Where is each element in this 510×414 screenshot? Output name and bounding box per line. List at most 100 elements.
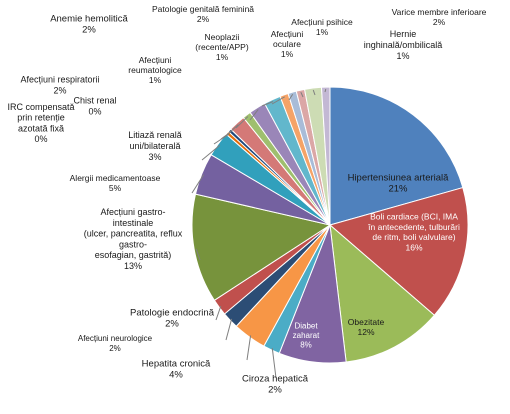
slice-label: Hipertensiunea arterială 21% xyxy=(348,172,450,194)
slice-label-line: 2% xyxy=(165,319,179,330)
slice-label: Diabet zaharat 8% xyxy=(293,321,320,349)
slice-label-line: IRC compensată xyxy=(7,102,74,112)
slice-label-line: Afecțiuni respiratorii xyxy=(20,75,99,85)
slice-label-line: oculare xyxy=(273,39,301,49)
leader-line xyxy=(271,96,285,105)
slice-label: Varice membre inferioare 2% xyxy=(392,7,487,27)
slice-label-line: Afecțiuni xyxy=(139,55,172,65)
slice-label: Litiază renală uni/bilaterală 3% xyxy=(128,130,182,162)
slice-label-line: Alergii medicamentoase xyxy=(70,173,161,183)
slice-label-line: inghinală/ombilicală xyxy=(364,40,443,50)
pie-slice xyxy=(329,86,464,226)
slice-label: Chist renal 0% xyxy=(73,96,116,117)
slice-label-line: (recente/APP) xyxy=(195,42,249,52)
pie-slice xyxy=(329,223,436,363)
pie-slices xyxy=(191,86,469,364)
leader-line xyxy=(201,144,221,161)
slice-label: Patologie endocrină 2% xyxy=(130,307,215,329)
leader-line xyxy=(195,248,201,261)
slice-label-line: 0% xyxy=(88,106,101,116)
leader-line xyxy=(215,305,222,321)
slice-label-line: Anemie hemolitică xyxy=(50,13,128,24)
slice-label-line: Ciroza hepatică xyxy=(242,373,309,384)
slice-label-line: 2% xyxy=(433,17,446,27)
slice-label-line: Hernie xyxy=(390,29,417,39)
slice-label-line: uni/bilaterală xyxy=(129,141,180,151)
slice-label-line: esofagian, gastrită) xyxy=(95,250,172,260)
pie-slice xyxy=(191,193,332,301)
slice-label-line: (ulcer, pancreatita, reflux xyxy=(84,229,183,239)
slice-label-line: Hipertensiunea arterială xyxy=(348,172,450,183)
slice-label-line: 2% xyxy=(109,344,121,353)
slice-label-line: 1% xyxy=(316,27,329,37)
slice-label-line: Varice membre inferioare xyxy=(392,7,487,17)
slice-label: Hernie inghinală/ombilicală 1% xyxy=(364,29,443,61)
slice-label: Alergii medicamentoase 5% xyxy=(70,173,161,193)
leader-line xyxy=(191,174,205,194)
leader-line xyxy=(300,91,304,98)
slice-label-line: Chist renal xyxy=(73,96,116,106)
slice-label: Ciroza hepatică 2% xyxy=(242,373,309,395)
slice-label: Afecțiuni oculare 1% xyxy=(271,29,304,59)
slice-label-line: 12% xyxy=(357,327,374,337)
slice-label: Hepatita cronică 4% xyxy=(142,358,211,380)
slice-label-line: de ritm, boli valvulare) xyxy=(372,232,455,242)
slice-label-line: azotată fixă xyxy=(18,123,64,133)
slice-label: Obezitate 12% xyxy=(348,317,385,337)
slice-label-line: Hepatita cronică xyxy=(142,358,211,369)
leader-line xyxy=(261,101,274,107)
slice-labels: Hipertensiunea arterială 21% Boli cardiace… xyxy=(7,4,486,396)
leader-line xyxy=(271,348,277,379)
slice-label-line: 2% xyxy=(197,14,210,24)
pie-slice xyxy=(328,186,469,316)
slice-label: IRC compensată prin retenție azotată fixă 0… xyxy=(7,102,74,144)
slice-label-line: 2% xyxy=(53,85,66,95)
slice-label-line: 16% xyxy=(405,242,422,252)
slice-label-line: Diabet xyxy=(294,321,318,330)
leader-line xyxy=(225,318,233,341)
slice-label: Neoplazii (recente/APP) 1% xyxy=(195,32,249,62)
slice-label-line: Litiază renală xyxy=(128,130,182,140)
slice-label-line: în antecedente, tulburări xyxy=(367,222,460,232)
slice-label-line: 21% xyxy=(388,184,408,195)
slice-label-line: Afecțiuni xyxy=(271,29,304,39)
slice-label-line: 1% xyxy=(396,51,409,61)
leader-line xyxy=(288,93,294,101)
slice-label: Patologie genitală feminină 2% xyxy=(152,4,254,24)
slice-label: Afecțiuni neurologice 2% xyxy=(78,334,153,353)
slice-label-line: 2% xyxy=(82,25,96,36)
slice-label-line: Boli cardiace (BCI, IMA xyxy=(370,212,458,222)
slice-label-line: Afecțiuni gastro- xyxy=(100,207,165,217)
slice-label-line: 1% xyxy=(281,49,294,59)
slice-label-line: zaharat xyxy=(293,331,320,340)
slice-label: Afecțiuni reumatologice 1% xyxy=(128,55,182,85)
slice-label: Afecțiuni gastro-intestinale (ulcer, panc… xyxy=(84,207,183,271)
slice-label-line: Obezitate xyxy=(348,317,385,327)
slice-label-line: intestinale xyxy=(113,218,154,228)
leader-line xyxy=(246,335,252,361)
leader-lines xyxy=(191,88,327,379)
slice-label-line: 13% xyxy=(124,261,142,271)
leader-line xyxy=(324,88,327,93)
leader-line xyxy=(227,124,239,135)
slice-label-line: Neoplazii xyxy=(205,32,240,42)
slice-label: Afecțiuni psihice 1% xyxy=(291,17,353,37)
slice-label-line: Patologie genitală feminină xyxy=(152,4,254,14)
slice-label-line: 1% xyxy=(216,52,229,62)
leader-line xyxy=(312,89,316,96)
slice-label-line: 3% xyxy=(148,152,161,162)
slice-label-line: Afecțiuni neurologice xyxy=(78,334,153,343)
slice-label-line: 2% xyxy=(268,385,282,396)
slice-label-line: Patologie endocrină xyxy=(130,307,215,318)
leader-line xyxy=(235,116,249,129)
slice-label-line: 5% xyxy=(109,183,122,193)
leader-line xyxy=(249,109,259,121)
slice-label-line: 4% xyxy=(169,370,183,381)
slice-label-line: gastro- xyxy=(119,239,147,249)
slice-label-line: reumatologice xyxy=(128,65,182,75)
slice-label: Afecțiuni respiratorii 2% xyxy=(20,75,99,96)
pie-slice xyxy=(320,86,331,226)
slice-label-line: Afecțiuni psihice xyxy=(291,17,353,27)
